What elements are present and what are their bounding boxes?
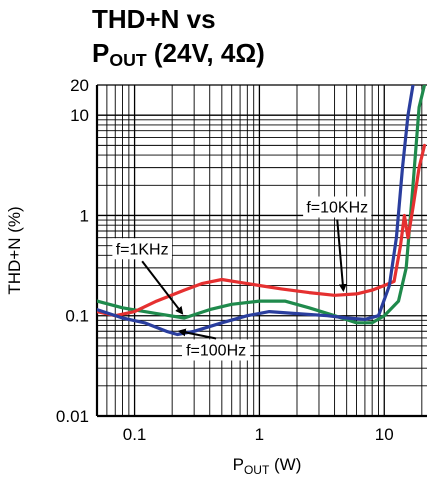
x-tick-label: 0.1 <box>123 425 147 444</box>
chart-title-line1: THD+N vs <box>92 4 216 34</box>
y-tick-label: 0.01 <box>56 407 89 426</box>
y-tick-label: 1 <box>80 206 89 225</box>
series-line <box>97 85 415 337</box>
y-tick-label: 10 <box>70 106 89 125</box>
annotation-label: f=10KHz <box>306 200 368 217</box>
annotation-label: f=1KHz <box>116 241 169 258</box>
annotation-arrow <box>177 328 217 340</box>
annotation-bg <box>112 238 172 260</box>
y-tick-label: 20 <box>70 76 89 95</box>
annotation-arrow <box>336 219 347 293</box>
title-subscript: OUT <box>109 49 147 70</box>
y-tick-label: 0.1 <box>65 307 89 326</box>
x-tick-label: 1 <box>255 425 264 444</box>
title-text-2: P <box>92 38 110 68</box>
series-line <box>97 85 427 325</box>
y-axis-title: THD+N (%) <box>5 206 24 294</box>
chart-title-line2: POUT (24V, 4Ω) <box>92 38 265 71</box>
annotation-arrow <box>141 260 184 315</box>
x-axis-title: POUT (W) <box>233 455 302 477</box>
annotation-label: f=100Hz <box>186 343 246 360</box>
title-text-3: (24V, 4Ω) <box>146 38 265 68</box>
series-line <box>97 143 427 318</box>
annotation-bg <box>182 339 251 361</box>
title-text-1: THD+N vs <box>92 4 216 34</box>
annotation-bg <box>303 196 372 218</box>
x-tick-label: 10 <box>375 425 394 444</box>
